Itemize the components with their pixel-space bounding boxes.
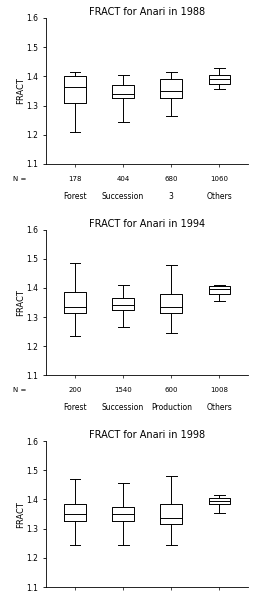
- Text: 404: 404: [116, 176, 130, 181]
- Text: N =: N =: [13, 387, 26, 393]
- Text: Others: Others: [207, 192, 232, 201]
- Text: 680: 680: [165, 176, 178, 181]
- Title: FRACT for Anari in 1988: FRACT for Anari in 1988: [89, 7, 205, 17]
- Text: Succession: Succession: [102, 403, 144, 412]
- Text: Production: Production: [151, 403, 192, 412]
- Text: 1060: 1060: [210, 176, 228, 181]
- Text: 600: 600: [165, 387, 178, 393]
- Title: FRACT for Anari in 1998: FRACT for Anari in 1998: [89, 430, 205, 440]
- Text: 1008: 1008: [210, 387, 228, 393]
- Text: N =: N =: [13, 176, 26, 181]
- Text: 3: 3: [169, 192, 174, 201]
- Text: 178: 178: [68, 176, 82, 181]
- Text: 1540: 1540: [114, 387, 132, 393]
- Title: FRACT for Anari in 1994: FRACT for Anari in 1994: [89, 219, 205, 229]
- Y-axis label: FRACT: FRACT: [16, 289, 25, 316]
- Y-axis label: FRACT: FRACT: [16, 501, 25, 528]
- Text: Forest: Forest: [63, 192, 87, 201]
- Text: Others: Others: [207, 403, 232, 412]
- Text: 200: 200: [68, 387, 82, 393]
- Text: Forest: Forest: [63, 403, 87, 412]
- Y-axis label: FRACT: FRACT: [16, 77, 25, 104]
- Text: Succession: Succession: [102, 192, 144, 201]
